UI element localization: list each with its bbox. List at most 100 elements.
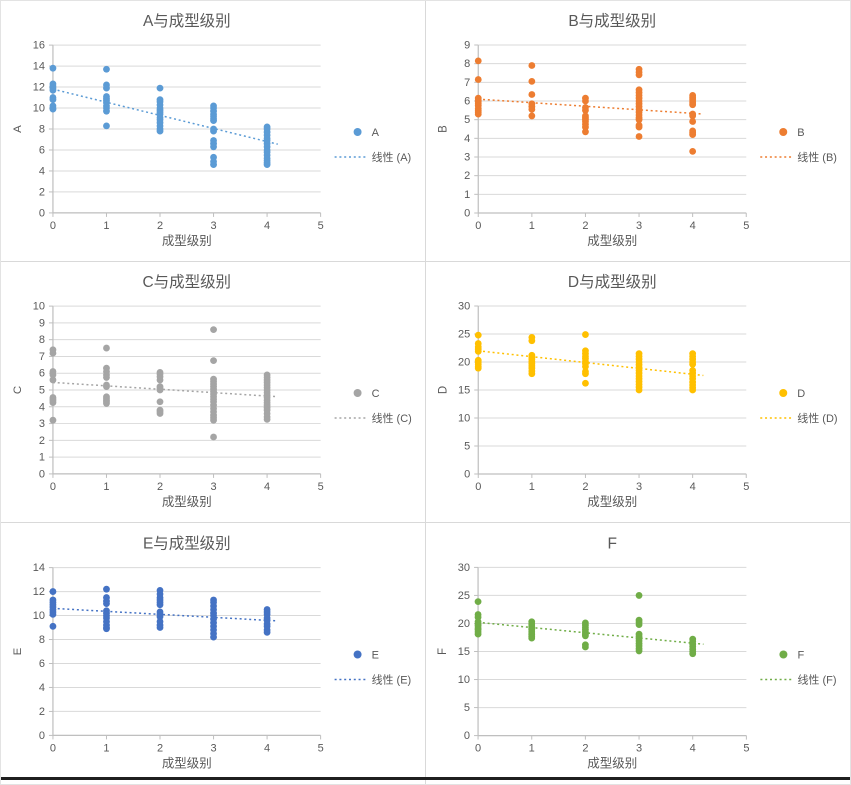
data-point bbox=[103, 400, 110, 407]
chart-panel-a[interactable]: 0 2 4 6 8 10 12 14 16 0 1 2 3 4 5 A与成型级别 成型级别 A A 线性 (A) bbox=[1, 1, 426, 262]
x-axis-title: 成型级别 bbox=[162, 756, 212, 770]
data-point bbox=[581, 632, 589, 640]
scatter-points bbox=[474, 57, 696, 155]
trendline bbox=[477, 98, 703, 115]
y-tick-label: 10 bbox=[458, 413, 470, 425]
x-tick-label: 3 bbox=[635, 743, 641, 755]
legend-trend-label: 线性 (A) bbox=[372, 150, 412, 164]
x-tick-label: 2 bbox=[582, 220, 588, 232]
scatter-points bbox=[474, 592, 696, 658]
chart-panel-d[interactable]: 0 5 10 15 20 25 30 0 1 2 3 4 5 D与成型级别 成型级别 D D 线性 (D) bbox=[425, 262, 850, 523]
x-tick-label: 3 bbox=[210, 220, 216, 232]
y-tick-label: 0 bbox=[39, 730, 45, 742]
scatter-points bbox=[49, 64, 271, 169]
y-tick-label: 0 bbox=[464, 208, 470, 220]
y-tick-label: 10 bbox=[33, 610, 45, 622]
y-tick-label: 14 bbox=[33, 562, 45, 574]
data-point bbox=[156, 624, 164, 631]
legend-series-marker bbox=[353, 650, 362, 659]
y-tick-label: 25 bbox=[458, 329, 470, 341]
data-point bbox=[581, 370, 589, 378]
y-tick-label: 5 bbox=[464, 441, 470, 453]
data-point bbox=[635, 592, 642, 599]
x-tick-label: 2 bbox=[157, 220, 163, 232]
x-axis-title: 成型级别 bbox=[162, 495, 212, 509]
x-tick-label: 3 bbox=[210, 481, 216, 493]
x-tick-label: 5 bbox=[743, 220, 749, 232]
data-point bbox=[581, 97, 589, 105]
legend-trend-label: 线性 (F) bbox=[797, 673, 836, 687]
data-point bbox=[156, 613, 164, 621]
data-point bbox=[688, 118, 696, 125]
x-tick-label: 2 bbox=[582, 481, 588, 493]
legend-series-marker bbox=[353, 389, 362, 397]
chart-title: D与成型级别 bbox=[567, 273, 656, 291]
legend-series-marker bbox=[778, 128, 787, 136]
data-point bbox=[581, 363, 589, 370]
data-point bbox=[474, 347, 482, 355]
data-point bbox=[210, 117, 217, 125]
data-point bbox=[688, 112, 696, 120]
y-tick-label: 7 bbox=[39, 351, 45, 363]
data-point bbox=[581, 106, 589, 114]
x-tick-label: 1 bbox=[103, 742, 109, 754]
y-tick-label: 9 bbox=[464, 40, 470, 52]
trendline bbox=[52, 381, 278, 398]
x-tick-label: 3 bbox=[635, 220, 641, 232]
data-point bbox=[263, 161, 271, 169]
x-tick-label: 5 bbox=[743, 743, 749, 755]
chart-panel-b[interactable]: 0 1 2 3 4 5 6 7 8 9 0 1 2 3 4 5 B与成型级别 成型级别 B B 线性 (B) bbox=[425, 1, 850, 262]
data-point bbox=[688, 360, 696, 368]
data-point bbox=[474, 76, 482, 83]
x-tick-label: 0 bbox=[475, 220, 481, 232]
legend-trend-label: 线性 (C) bbox=[372, 411, 412, 425]
chart-panel-c[interactable]: 0 1 2 3 4 5 6 7 8 9 10 0 1 2 3 4 5 C与成型级别 成型级别 C C 线性 (C) bbox=[1, 262, 426, 523]
data-point bbox=[49, 349, 57, 357]
legend-series-label: B bbox=[797, 127, 804, 139]
data-point bbox=[156, 386, 164, 394]
x-tick-label: 3 bbox=[210, 742, 216, 754]
data-point bbox=[103, 600, 110, 607]
x-tick-label: 4 bbox=[264, 481, 270, 493]
y-tick-label: 6 bbox=[39, 144, 45, 156]
data-point bbox=[581, 331, 589, 338]
trendline bbox=[477, 621, 704, 645]
x-tick-label: 2 bbox=[157, 742, 163, 754]
data-point bbox=[49, 371, 57, 379]
data-point bbox=[688, 131, 696, 139]
x-tick-label: 4 bbox=[264, 742, 270, 754]
data-point bbox=[210, 161, 217, 169]
y-tick-label: 5 bbox=[463, 702, 469, 714]
x-tick-label: 5 bbox=[318, 481, 324, 493]
y-tick-label: 8 bbox=[39, 634, 45, 646]
chart-panel-f[interactable]: 0 5 10 15 20 25 30 0 1 2 3 4 5 F 成型级别 F F 线性 (F) bbox=[425, 523, 850, 784]
x-tick-label: 0 bbox=[50, 742, 56, 754]
legend-series-label: A bbox=[372, 127, 380, 139]
data-point bbox=[474, 110, 482, 118]
data-point bbox=[156, 601, 164, 609]
chart-panel-e[interactable]: 0 2 4 6 8 10 12 14 0 1 2 3 4 5 E与成型级别 成型级别 E E 线性 (E) bbox=[1, 523, 426, 784]
x-tick-label: 1 bbox=[528, 220, 534, 232]
data-point bbox=[103, 107, 110, 115]
x-tick-label: 1 bbox=[528, 743, 534, 755]
x-tick-label: 5 bbox=[318, 742, 324, 754]
y-tick-label: 2 bbox=[39, 186, 45, 198]
x-tick-label: 4 bbox=[689, 481, 695, 493]
x-tick-label: 4 bbox=[264, 220, 270, 232]
data-point bbox=[688, 101, 696, 109]
data-point bbox=[527, 337, 535, 345]
trendline bbox=[52, 88, 278, 145]
data-point bbox=[474, 598, 481, 606]
chart-title: F bbox=[607, 535, 616, 552]
scatter-points bbox=[474, 331, 696, 394]
data-point bbox=[49, 105, 57, 113]
y-tick-label: 14 bbox=[33, 61, 45, 73]
x-tick-label: 0 bbox=[50, 220, 56, 232]
data-point bbox=[527, 106, 535, 113]
data-point bbox=[581, 128, 589, 136]
legend-series-marker bbox=[778, 389, 787, 397]
legend-series-label: F bbox=[797, 650, 804, 662]
legend-series-marker bbox=[353, 128, 362, 136]
